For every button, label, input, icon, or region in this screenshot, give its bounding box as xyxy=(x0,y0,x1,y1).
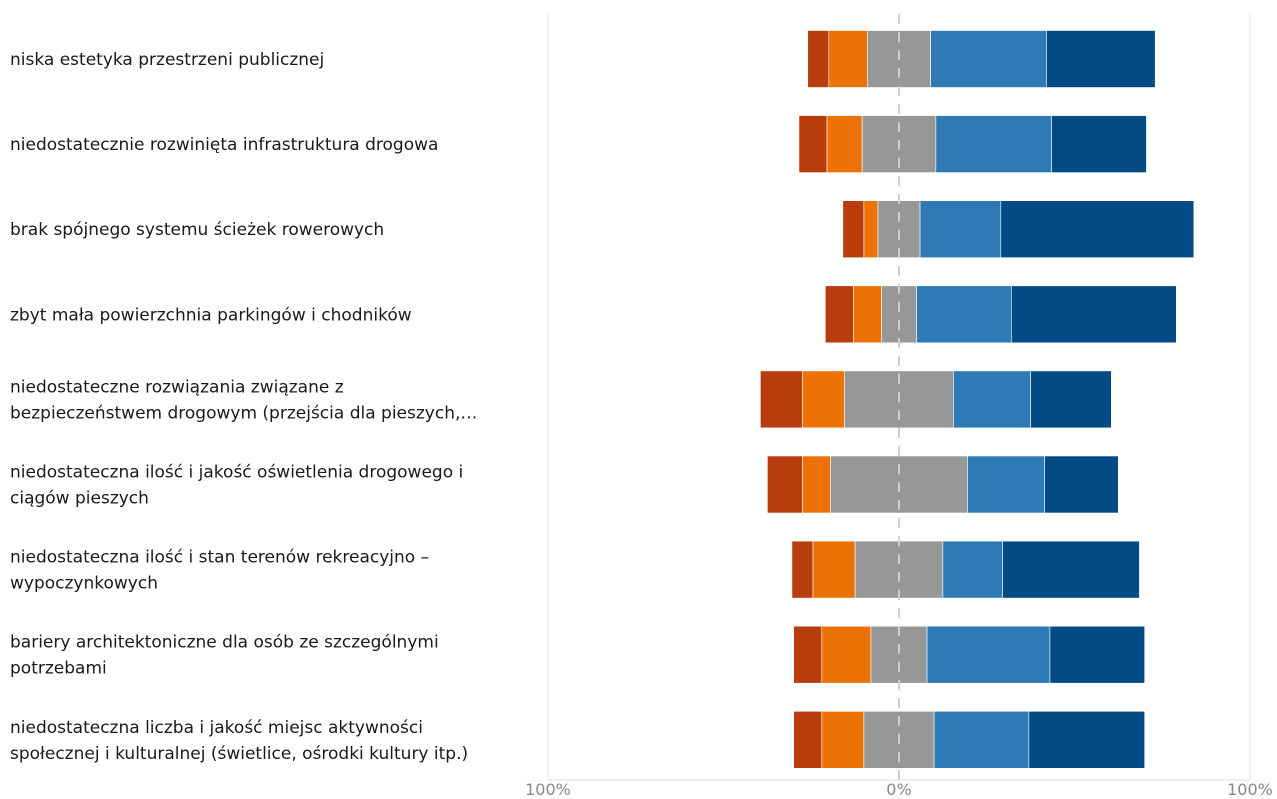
category-label: niedostateczna ilość i stan terenów rekr… xyxy=(10,548,429,568)
bar-segment xyxy=(1028,710,1145,769)
bar-segment xyxy=(853,285,882,344)
bar-segment xyxy=(767,455,803,514)
bar-segment xyxy=(854,540,944,599)
bar-segment xyxy=(1049,625,1146,684)
bar-segment xyxy=(1051,115,1147,173)
bar-segment xyxy=(919,200,1002,258)
category-label: niedostatecznie rozwinięta infrastruktur… xyxy=(10,135,438,155)
x-tick-label: 0% xyxy=(886,780,911,799)
bar-segment xyxy=(1030,370,1112,429)
bar-segment xyxy=(1044,455,1119,514)
x-tick-label: 100% xyxy=(1227,780,1273,799)
bar-segment xyxy=(802,370,845,429)
category-label: ciągów pieszych xyxy=(10,489,149,509)
bar-segment xyxy=(821,710,865,769)
bar-segment xyxy=(842,200,865,258)
bar-segment xyxy=(824,285,854,344)
bar-segment xyxy=(881,285,917,344)
bar-segment xyxy=(1011,285,1177,344)
category-label: niedostateczna liczba i jakość miejsc ak… xyxy=(10,718,423,738)
x-tick-label: 100% xyxy=(525,780,571,799)
bar-segment xyxy=(930,30,1047,88)
bar-segment xyxy=(916,285,1012,344)
category-label: niska estetyka przestrzeni publicznej xyxy=(10,50,324,70)
category-label: potrzebami xyxy=(10,659,107,679)
bar-segment xyxy=(935,115,1052,173)
category-label: bariery architektoniczne dla osób ze szc… xyxy=(10,633,439,653)
bar-segment xyxy=(863,200,879,258)
bar-segment xyxy=(933,710,1030,769)
category-label: wypoczynkowych xyxy=(10,574,158,594)
bar-segment xyxy=(802,455,831,514)
bar-segment xyxy=(1002,540,1140,599)
bar-segment xyxy=(826,115,863,173)
bar-segment xyxy=(793,625,823,684)
category-label: zbyt mała powierzchnia parkingów i chodn… xyxy=(10,305,412,325)
bar-segment xyxy=(942,540,1003,599)
bar-segment xyxy=(953,370,1031,429)
bar-segment xyxy=(760,370,803,429)
category-label: bezpieczeństwem drogowym (przejścia dla … xyxy=(10,403,477,423)
bar-segment xyxy=(798,115,828,173)
category-label: społecznej i kulturalnej (świetlice, ośr… xyxy=(10,744,468,764)
category-label: niedostateczna ilość i jakość oświetleni… xyxy=(10,463,463,483)
category-label: niedostateczne rozwiązania związane z xyxy=(10,377,344,397)
bar-segment xyxy=(828,30,868,88)
bar-segment xyxy=(807,30,830,88)
bar-segment xyxy=(1046,30,1156,88)
category-label: brak spójnego systemu ścieżek rowerowych xyxy=(10,220,384,240)
bar-segment xyxy=(791,540,814,599)
bar-segment xyxy=(967,455,1045,514)
bar-segment xyxy=(1000,200,1195,258)
bar-segment xyxy=(812,540,856,599)
bar-segment xyxy=(821,625,872,684)
bar-segment xyxy=(793,710,823,769)
bar-segment xyxy=(926,625,1051,684)
